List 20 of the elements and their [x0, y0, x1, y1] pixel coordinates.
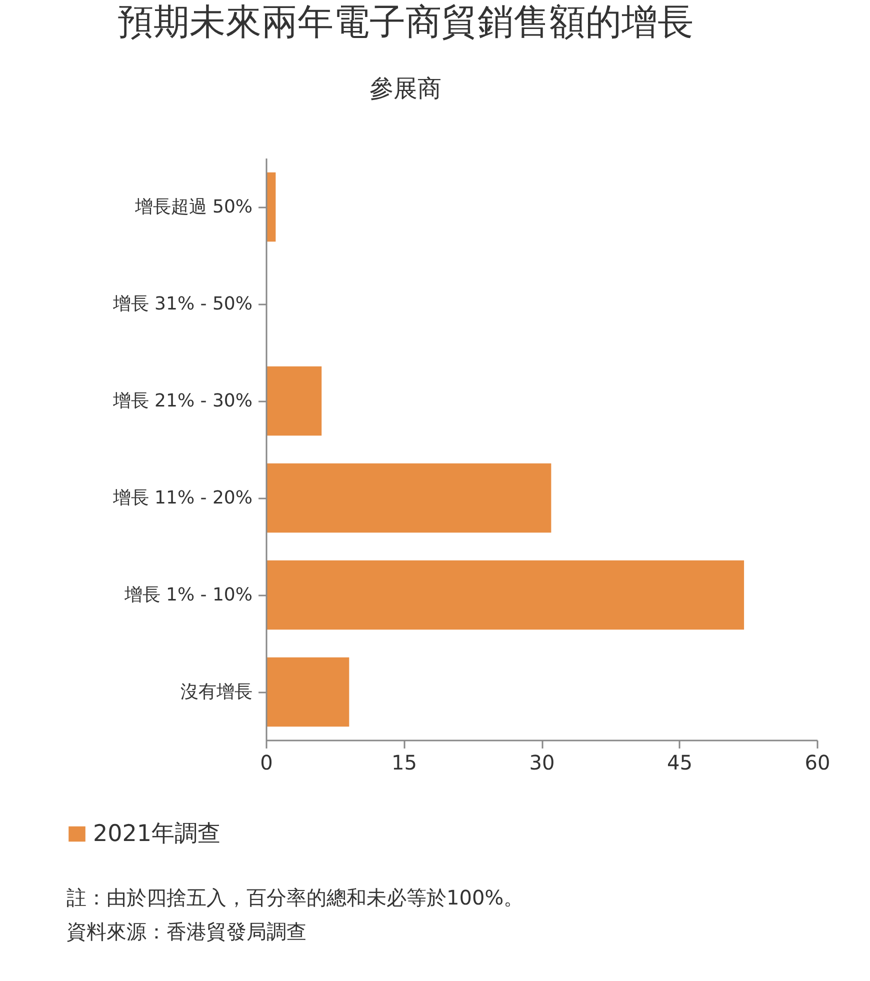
bar — [266, 366, 322, 436]
chart-subtitle: 參展商 — [370, 74, 442, 102]
y-tick-label: 增長 1% - 10% — [123, 584, 253, 606]
bar — [266, 560, 744, 630]
y-tick-label: 增長 11% - 20% — [112, 488, 253, 508]
chart-title: 預期未來兩年電子商貿銷售額的增長 — [118, 2, 694, 43]
x-tick-label: 45 — [667, 750, 692, 774]
bar — [266, 463, 552, 533]
legend-label: 2021年調查 — [93, 820, 221, 849]
x-tick-label: 15 — [392, 750, 417, 774]
x-tick-label: 30 — [529, 750, 555, 774]
y-tick-label: 增長超過 50% — [134, 196, 253, 218]
y-tick-label: 沒有增長 — [180, 682, 252, 702]
bar — [266, 657, 350, 727]
y-tick-label: 增長 31% - 50% — [112, 294, 253, 314]
text: 註：由於四捨五入，百分率的總和未必等於100%。 — [66, 886, 524, 910]
x-tick-label: 60 — [804, 750, 830, 774]
source-note: 資料來源：香港貿發局調查 — [66, 920, 306, 944]
x-tick-label: 0 — [260, 750, 273, 774]
y-tick-label: 增長 21% - 30% — [112, 390, 253, 412]
